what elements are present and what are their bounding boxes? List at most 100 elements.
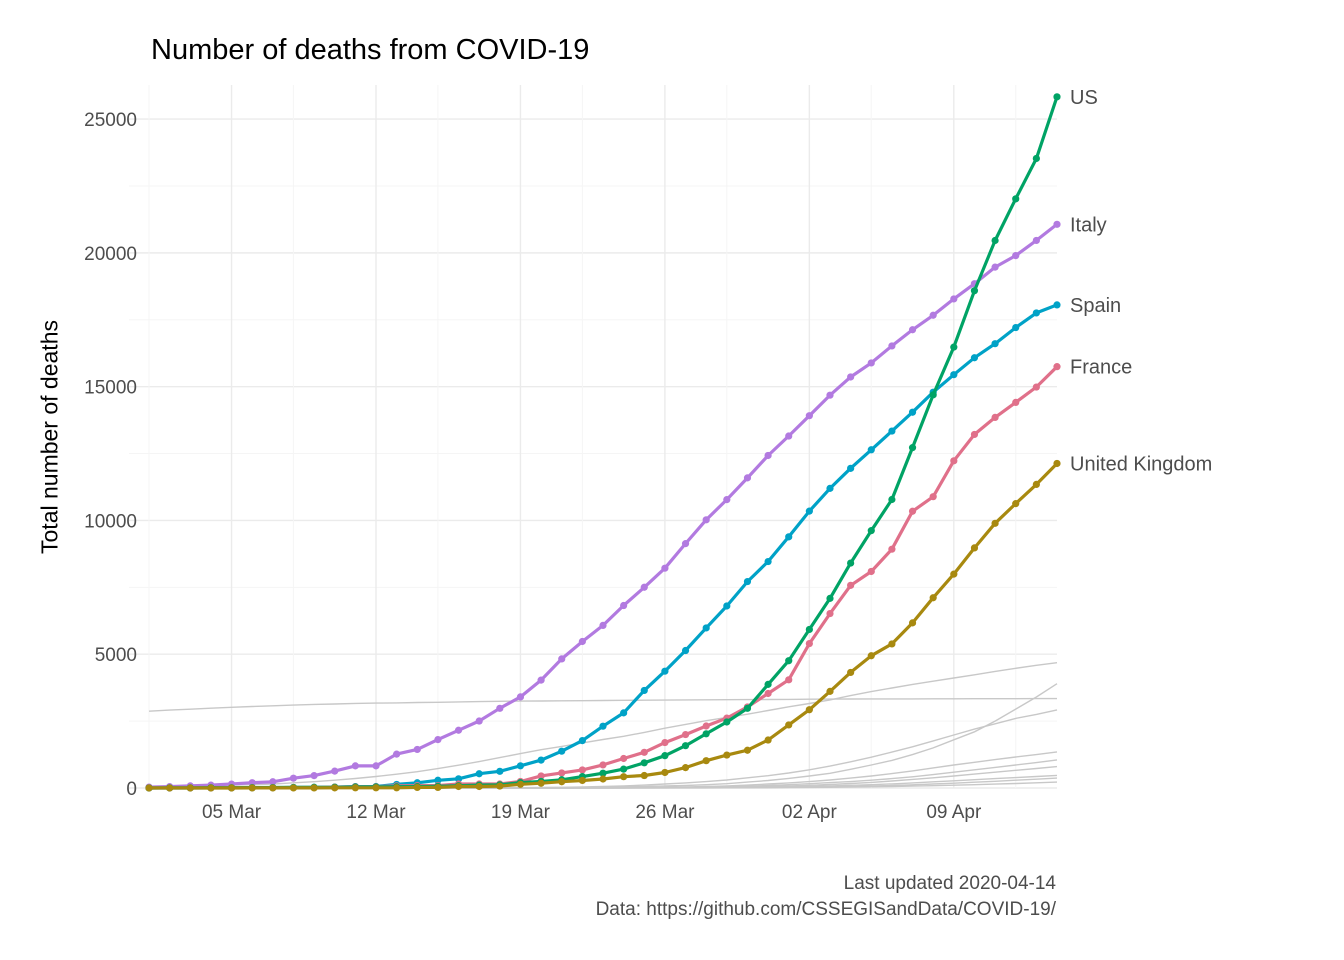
data-point-italy: [805, 412, 813, 420]
y-tick-label: 10000: [84, 511, 137, 532]
data-point-united-kingdom: [537, 779, 545, 787]
data-point-france: [970, 430, 979, 439]
data-point-italy: [434, 735, 442, 744]
x-axis-ticks: 05 Mar 12 Mar 19 Mar 26 Mar 02 Apr 09 Apr: [202, 802, 982, 823]
data-point-italy: [681, 540, 690, 548]
data-point-italy: [661, 564, 669, 572]
series-spain: [145, 301, 1061, 792]
data-point-united-kingdom: [393, 784, 401, 792]
data-point-united-kingdom: [1053, 459, 1061, 468]
data-point-italy: [372, 762, 380, 770]
data-point-france: [1032, 383, 1040, 391]
background-series-line: [148, 662, 1058, 788]
data-point-united-kingdom: [475, 782, 483, 791]
data-point-france: [640, 748, 648, 756]
y-tick-label: 15000: [84, 378, 137, 399]
data-point-united-kingdom: [681, 764, 690, 772]
data-point-spain: [847, 464, 855, 472]
data-point-italy: [991, 263, 999, 271]
caption-last-updated: Last updated 2020-04-14: [843, 873, 1056, 894]
data-point-united-kingdom: [372, 784, 380, 792]
x-tick-label: 19 Mar: [491, 802, 551, 823]
data-point-spain: [454, 775, 463, 783]
data-point-united-kingdom: [950, 570, 958, 578]
data-point-us: [1012, 195, 1020, 203]
data-point-spain: [867, 446, 875, 454]
chart-title: Number of deaths from COVID-19: [151, 34, 590, 66]
data-point-italy: [310, 772, 318, 780]
caption-data-source: Data: https://github.com/CSSEGISandData/…: [595, 899, 1056, 920]
data-point-spain: [723, 602, 731, 610]
data-point-italy: [496, 704, 504, 712]
data-point-united-kingdom: [186, 784, 194, 792]
data-point-france: [537, 772, 545, 780]
data-point-us: [661, 752, 669, 760]
data-point-italy: [454, 726, 463, 734]
data-point-italy: [289, 774, 298, 782]
data-point-us: [599, 769, 607, 777]
data-point-france: [620, 754, 628, 763]
data-point-spain: [578, 736, 586, 745]
data-point-spain: [785, 533, 793, 541]
data-point-italy: [578, 637, 586, 646]
series-us: [145, 93, 1061, 792]
data-point-us: [640, 759, 648, 767]
data-point-france: [826, 609, 834, 618]
data-point-spain: [702, 624, 710, 632]
data-point-united-kingdom: [1032, 480, 1040, 489]
data-point-united-kingdom: [805, 706, 813, 714]
data-point-italy: [1012, 251, 1020, 260]
data-point-united-kingdom: [764, 736, 772, 744]
data-point-united-kingdom: [1012, 500, 1020, 508]
data-point-spain: [620, 709, 628, 717]
data-point-us: [743, 704, 752, 712]
data-point-united-kingdom: [620, 773, 628, 781]
data-point-spain: [1053, 301, 1061, 309]
data-point-italy: [785, 432, 793, 440]
data-point-spain: [991, 340, 999, 348]
series-line-us: [148, 96, 1059, 790]
data-point-spain: [496, 767, 504, 775]
data-point-italy: [847, 373, 855, 381]
data-point-united-kingdom: [413, 783, 421, 792]
data-point-united-kingdom: [248, 784, 256, 792]
data-point-us: [681, 742, 690, 750]
data-point-united-kingdom: [269, 784, 277, 792]
series-label-us: US: [1070, 87, 1098, 109]
data-point-italy: [599, 621, 607, 630]
series-end-labels: Italy Spain France US United Kingdom: [1070, 87, 1212, 476]
data-point-united-kingdom: [929, 594, 937, 602]
data-point-united-kingdom: [289, 784, 298, 792]
data-point-us: [723, 718, 731, 726]
y-tick-label: 20000: [84, 244, 137, 265]
data-point-us: [950, 343, 958, 351]
data-point-united-kingdom: [516, 780, 525, 788]
data-point-united-kingdom: [991, 519, 999, 527]
data-point-spain: [516, 762, 525, 770]
data-point-united-kingdom: [434, 783, 442, 792]
data-point-france: [558, 769, 566, 777]
data-point-united-kingdom: [888, 640, 896, 648]
data-point-spain: [805, 507, 813, 515]
data-point-spain: [640, 686, 648, 695]
data-point-united-kingdom: [640, 771, 648, 780]
y-tick-label: 5000: [95, 645, 137, 666]
data-point-united-kingdom: [331, 784, 339, 792]
data-point-us: [702, 730, 710, 738]
data-point-us: [970, 287, 979, 295]
data-point-italy: [558, 655, 566, 663]
data-point-italy: [269, 778, 277, 786]
data-point-us: [867, 527, 875, 535]
data-point-france: [599, 761, 607, 769]
data-point-united-kingdom: [599, 775, 607, 783]
data-point-united-kingdom: [351, 784, 359, 792]
data-point-united-kingdom: [145, 784, 153, 792]
data-point-spain: [908, 408, 917, 416]
data-point-italy: [908, 326, 917, 334]
data-point-italy: [867, 359, 875, 367]
data-point-united-kingdom: [702, 757, 710, 765]
data-point-italy: [743, 474, 752, 482]
data-point-united-kingdom: [310, 784, 318, 792]
data-point-united-kingdom: [578, 776, 586, 785]
data-point-spain: [558, 747, 566, 755]
